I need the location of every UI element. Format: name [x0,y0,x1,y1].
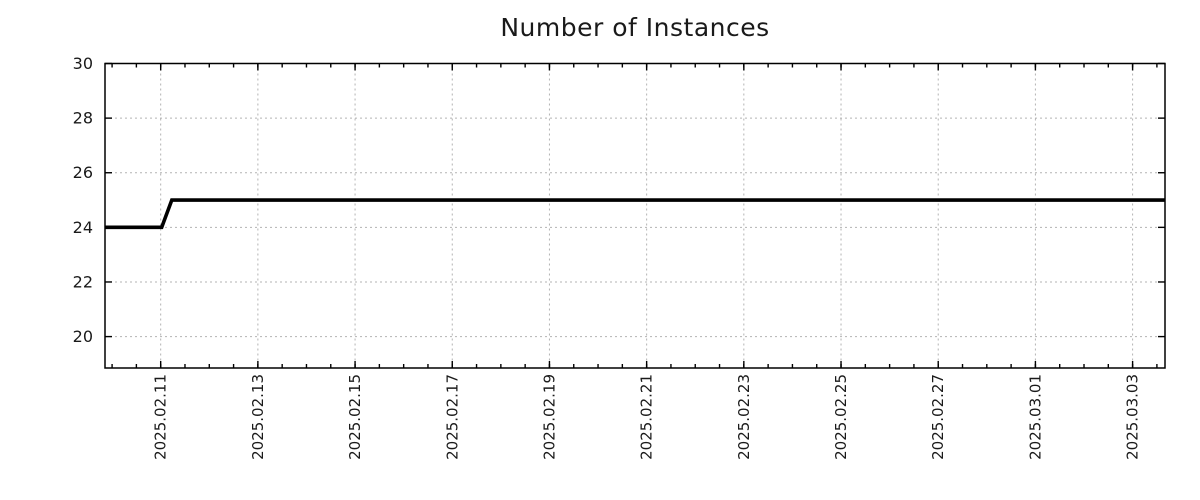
y-tick-label: 30 [73,54,93,73]
y-tick-label: 26 [73,163,93,182]
x-tick-label: 2025.03.03 [1124,374,1142,460]
x-tick-label: 2025.02.25 [832,374,850,460]
x-tick-label: 2025.02.23 [735,374,753,460]
data-line [105,198,1165,230]
tick-labels: 20 22 24 26 28 30 2025.02.11 2025.02.13 2025.02.… [73,54,1142,460]
y-tick-label: 20 [73,327,93,346]
y-tick-label: 28 [73,109,93,128]
y-tick-label: 24 [73,218,93,237]
plot-frame [104,62,1166,369]
x-tick-label: 2025.02.21 [638,374,656,460]
x-tick-label: 2025.02.15 [346,374,364,460]
x-tick-label: 2025.02.13 [249,374,267,460]
x-tick-label: 2025.02.27 [929,374,947,460]
x-tick-label: 2025.02.19 [540,374,558,460]
grid-lines [105,63,1165,368]
x-tick-label: 2025.02.11 [152,374,170,460]
chart-title: Number of Instances [500,13,770,42]
axis-ticks [105,62,1165,368]
y-tick-label: 22 [73,272,93,291]
x-tick-label: 2025.03.01 [1026,374,1044,460]
x-tick-label: 2025.02.17 [443,374,461,460]
